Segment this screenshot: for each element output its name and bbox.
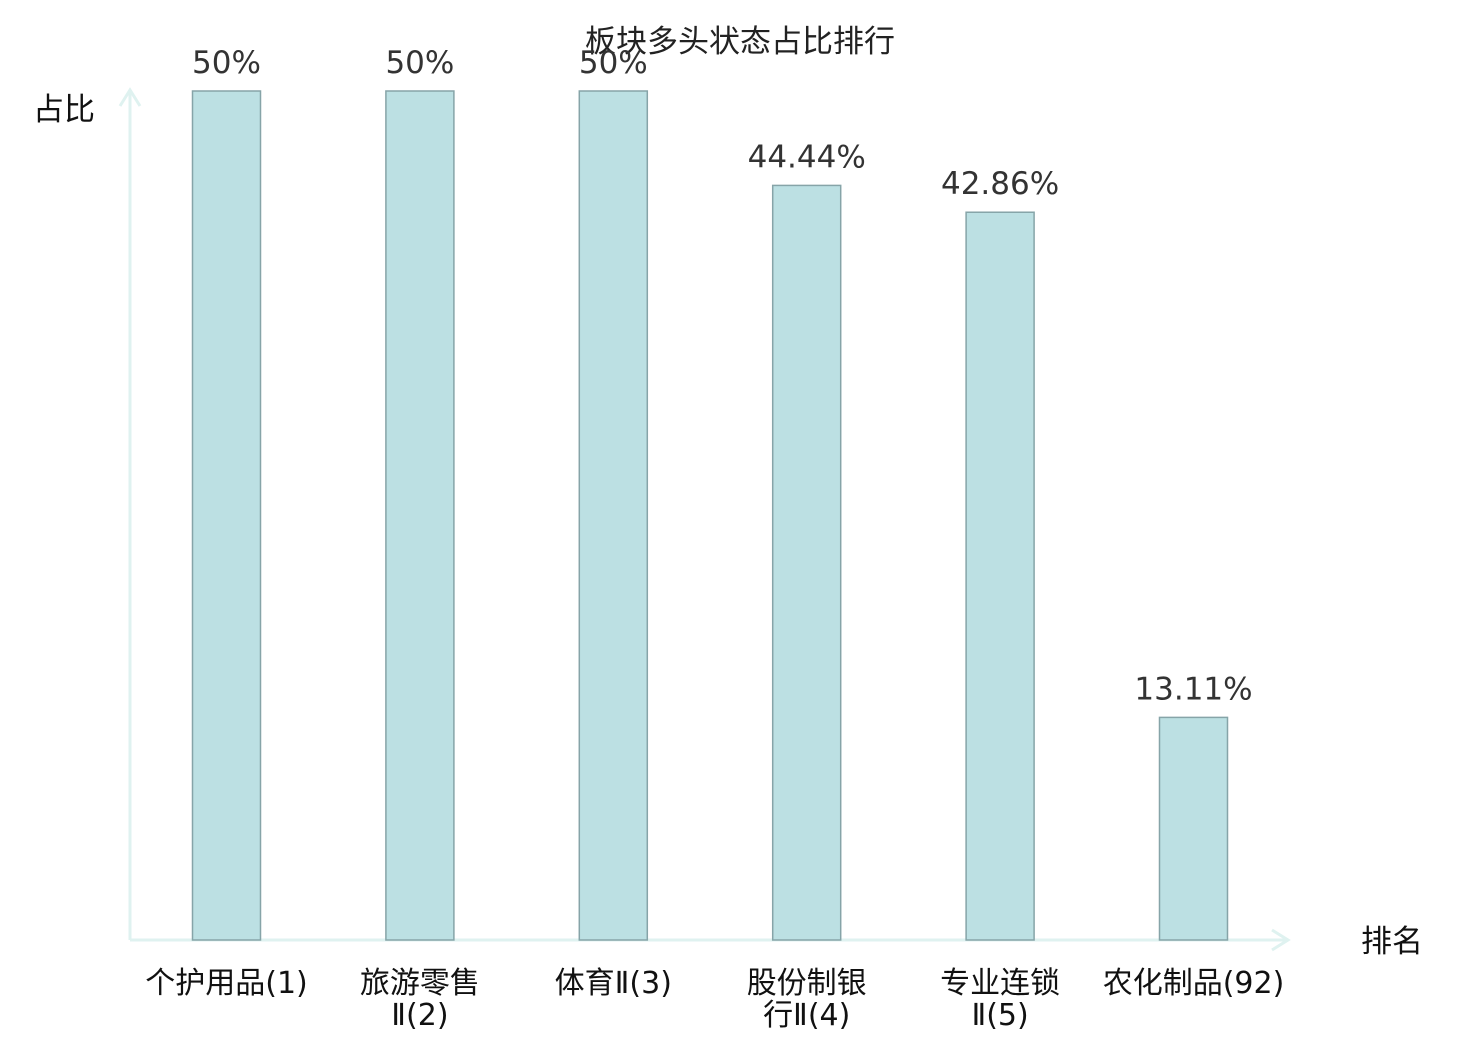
value-label-1: 50% bbox=[192, 45, 261, 81]
category-label-line: 个护用品(1) bbox=[145, 966, 308, 1001]
value-label-5: 42.86% bbox=[941, 166, 1059, 202]
category-label-2: 旅游零售 Ⅱ(2) bbox=[360, 966, 480, 1033]
chart-title: 板块多头状态占比排行 bbox=[585, 24, 895, 60]
category-label-line: 行Ⅱ(4) bbox=[763, 998, 850, 1033]
category-label-4: 股份制银行Ⅱ(4) bbox=[747, 966, 867, 1033]
value-label-6: 13.11% bbox=[1134, 671, 1252, 707]
y-axis-arrow bbox=[118, 87, 142, 107]
category-label-5: 专业连锁 Ⅱ(5) bbox=[940, 966, 1060, 1033]
category-label-3: 体育Ⅱ(3) bbox=[555, 966, 672, 1001]
category-label-1: 个护用品(1) bbox=[145, 966, 308, 1001]
bar-5 bbox=[965, 211, 1035, 941]
x-axis-arrow bbox=[1271, 928, 1291, 952]
bar-6 bbox=[1158, 716, 1229, 941]
bar-1 bbox=[191, 90, 262, 941]
bar-3 bbox=[578, 90, 649, 941]
value-label-2: 50% bbox=[385, 45, 454, 81]
bar-2 bbox=[385, 90, 455, 941]
category-label-line: 旅游零售 bbox=[360, 966, 480, 1001]
category-label-6: 农化制品(92) bbox=[1103, 966, 1285, 1001]
category-label-line: 股份制银 bbox=[747, 966, 867, 1001]
bar-4 bbox=[771, 184, 842, 941]
category-label-line: Ⅱ(2) bbox=[391, 998, 448, 1033]
category-label-line: 农化制品(92) bbox=[1103, 966, 1285, 1001]
category-label-line: Ⅱ(5) bbox=[971, 998, 1028, 1033]
value-label-3: 50% bbox=[579, 45, 648, 81]
x-axis-label: 排名 bbox=[1361, 924, 1423, 960]
category-label-line: 体育Ⅱ(3) bbox=[555, 966, 672, 1001]
y-axis-label: 占比 bbox=[33, 92, 95, 128]
value-label-4: 44.44% bbox=[748, 139, 866, 175]
category-label-line: 专业连锁 bbox=[940, 966, 1060, 1001]
